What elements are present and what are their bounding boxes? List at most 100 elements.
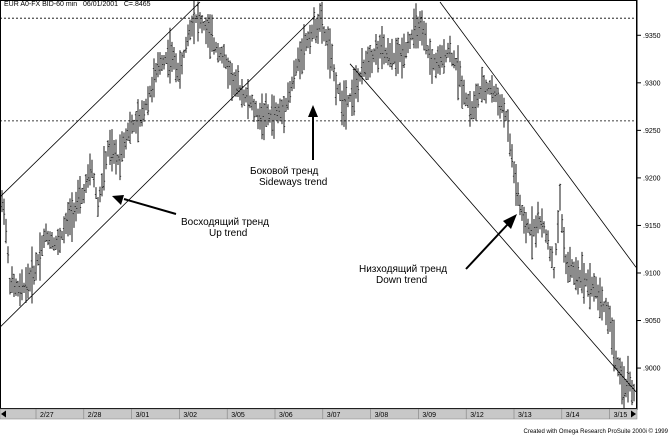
x-tick-label: 3/02	[183, 412, 197, 419]
trend-line-up-upper	[0, 1, 201, 198]
price-bar	[92, 172, 96, 188]
price-bar	[612, 319, 616, 372]
price-bar	[458, 60, 462, 88]
price-bar	[64, 212, 68, 234]
price-bar	[50, 231, 54, 249]
price-bar	[40, 235, 44, 256]
price-bar	[500, 94, 504, 114]
price-bar	[428, 38, 432, 75]
price-bar	[236, 65, 240, 98]
price-bar	[188, 19, 192, 41]
price-bar	[594, 276, 598, 299]
price-bar	[46, 230, 50, 246]
annotation-down-trend-en: Down trend	[376, 275, 427, 286]
annotation-up-trend: Восходящий тренд Up trend	[112, 195, 269, 239]
price-bar	[6, 246, 10, 264]
price-bar	[16, 280, 20, 297]
price-bar	[568, 246, 572, 282]
price-bar	[278, 98, 282, 122]
price-bar	[380, 25, 384, 70]
price-bar	[350, 79, 354, 117]
price-bar	[522, 206, 526, 234]
price-bar	[124, 128, 128, 150]
price-bars-layer	[0, 0, 636, 411]
price-bar	[230, 63, 234, 101]
price-bar	[288, 81, 292, 103]
price-bar	[262, 103, 266, 141]
x-axis-scrollbar[interactable]	[0, 408, 638, 420]
price-bar	[162, 54, 166, 70]
price-bar	[214, 41, 218, 53]
price-bar	[294, 58, 298, 76]
price-bar	[116, 154, 120, 166]
price-bar	[506, 109, 510, 142]
scroll-right-arrow-icon[interactable]	[631, 410, 636, 418]
price-bar	[560, 214, 564, 233]
price-bar	[60, 230, 64, 240]
price-bar	[182, 49, 186, 58]
price-bar	[154, 63, 158, 83]
price-bar	[212, 37, 216, 55]
price-bar	[328, 28, 332, 79]
price-bar	[430, 49, 434, 84]
price-bar	[18, 273, 22, 307]
price-bar	[526, 218, 530, 233]
price-bar	[440, 45, 444, 68]
price-bar	[358, 71, 362, 82]
price-bar	[584, 273, 588, 287]
price-bar	[258, 102, 262, 130]
price-bar	[566, 251, 570, 283]
price-bar	[348, 93, 352, 102]
price-bar	[114, 139, 118, 175]
price-bar	[122, 132, 126, 159]
price-bar	[376, 40, 380, 73]
price-bar	[232, 72, 236, 96]
price-bar	[418, 11, 422, 41]
price-bar	[368, 45, 372, 78]
price-bar	[404, 42, 408, 59]
price-bar	[480, 66, 484, 103]
price-bar	[576, 260, 580, 295]
price-bar	[520, 204, 524, 221]
x-tick-label: 3/14	[566, 412, 580, 419]
price-bar	[156, 52, 160, 78]
price-bar	[540, 208, 544, 238]
price-bar	[276, 103, 280, 124]
price-bar	[160, 54, 164, 72]
price-bar	[302, 24, 306, 71]
y-tick-label: .9100	[643, 270, 661, 277]
price-bar	[582, 263, 586, 304]
annotation-sideways-trend-en: Sideways trend	[259, 177, 327, 188]
price-bar	[452, 50, 456, 69]
price-bar	[166, 39, 170, 78]
y-tick-label: .9200	[643, 175, 661, 182]
price-bar	[464, 92, 468, 107]
annotation-down-trend-ru: Низходящий тренд	[359, 264, 447, 275]
price-bar	[112, 139, 116, 164]
trend-line-down-upper	[439, 1, 637, 268]
price-bar	[254, 100, 258, 118]
price-bar	[226, 57, 230, 89]
price-bar	[504, 110, 508, 121]
price-bar	[140, 100, 144, 127]
price-bar	[260, 93, 264, 140]
price-bar	[26, 263, 30, 299]
price-bar	[518, 194, 522, 216]
price-bar	[580, 251, 584, 294]
chart-header: EUR A0-FX BID-60 min 06/01/2001 C=.8465	[4, 1, 151, 8]
price-bar	[588, 262, 592, 310]
price-bar	[216, 42, 220, 63]
price-bar	[494, 83, 498, 103]
price-bar	[24, 267, 28, 303]
scroll-left-arrow-icon[interactable]	[1, 410, 6, 418]
price-bar	[334, 72, 338, 106]
price-bar	[118, 134, 122, 181]
price-bar	[150, 76, 154, 103]
price-bar	[76, 179, 80, 214]
price-bar	[306, 31, 310, 49]
price-bar	[628, 371, 632, 392]
annotation-sideways-trend: Боковой тренд Sideways trend	[250, 105, 327, 188]
price-bar	[48, 231, 52, 249]
price-bar	[510, 144, 514, 168]
price-bar	[532, 218, 536, 237]
